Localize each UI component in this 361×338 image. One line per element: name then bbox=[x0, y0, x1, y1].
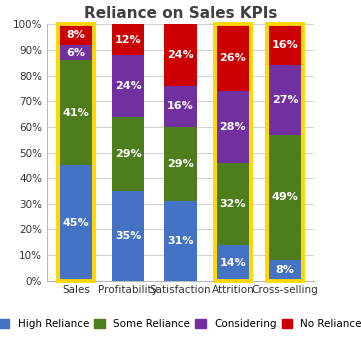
Bar bbox=[164, 127, 197, 201]
Bar bbox=[112, 117, 144, 191]
Text: 24%: 24% bbox=[115, 81, 142, 91]
Bar bbox=[60, 61, 92, 165]
Legend: High Reliance, Some Reliance, Considering, No Reliance: High Reliance, Some Reliance, Considerin… bbox=[0, 319, 361, 329]
Bar bbox=[217, 245, 249, 281]
Text: 45%: 45% bbox=[62, 218, 89, 228]
Text: 8%: 8% bbox=[276, 265, 295, 275]
Text: 16%: 16% bbox=[272, 40, 299, 50]
Bar bbox=[269, 66, 301, 135]
Text: 28%: 28% bbox=[219, 122, 246, 132]
Bar bbox=[267, 24, 304, 281]
Bar bbox=[217, 163, 249, 245]
Text: 24%: 24% bbox=[167, 50, 194, 60]
Bar bbox=[217, 24, 249, 91]
Bar bbox=[60, 24, 92, 45]
Text: 12%: 12% bbox=[115, 35, 142, 45]
Text: 35%: 35% bbox=[115, 231, 142, 241]
Bar bbox=[112, 55, 144, 117]
Text: 14%: 14% bbox=[219, 258, 246, 268]
Bar bbox=[164, 24, 197, 86]
Bar bbox=[112, 24, 144, 55]
Text: 26%: 26% bbox=[219, 53, 246, 63]
Text: 6%: 6% bbox=[66, 48, 86, 58]
Text: 29%: 29% bbox=[115, 149, 142, 159]
Text: 29%: 29% bbox=[167, 159, 194, 169]
Bar bbox=[60, 165, 92, 281]
Text: 31%: 31% bbox=[167, 236, 194, 246]
Bar bbox=[164, 201, 197, 281]
Text: 32%: 32% bbox=[219, 199, 246, 209]
Bar bbox=[269, 260, 301, 281]
Text: 49%: 49% bbox=[272, 192, 299, 202]
Bar bbox=[57, 24, 94, 281]
Bar bbox=[164, 86, 197, 127]
Bar bbox=[60, 45, 92, 61]
Bar bbox=[214, 24, 251, 281]
Bar bbox=[269, 135, 301, 260]
Text: 27%: 27% bbox=[272, 95, 299, 105]
Text: 16%: 16% bbox=[167, 101, 194, 112]
Title: Reliance on Sales KPIs: Reliance on Sales KPIs bbox=[84, 5, 277, 21]
Text: 41%: 41% bbox=[62, 108, 89, 118]
Bar bbox=[217, 91, 249, 163]
Bar bbox=[112, 191, 144, 281]
Text: 8%: 8% bbox=[66, 30, 85, 40]
Bar bbox=[269, 24, 301, 66]
